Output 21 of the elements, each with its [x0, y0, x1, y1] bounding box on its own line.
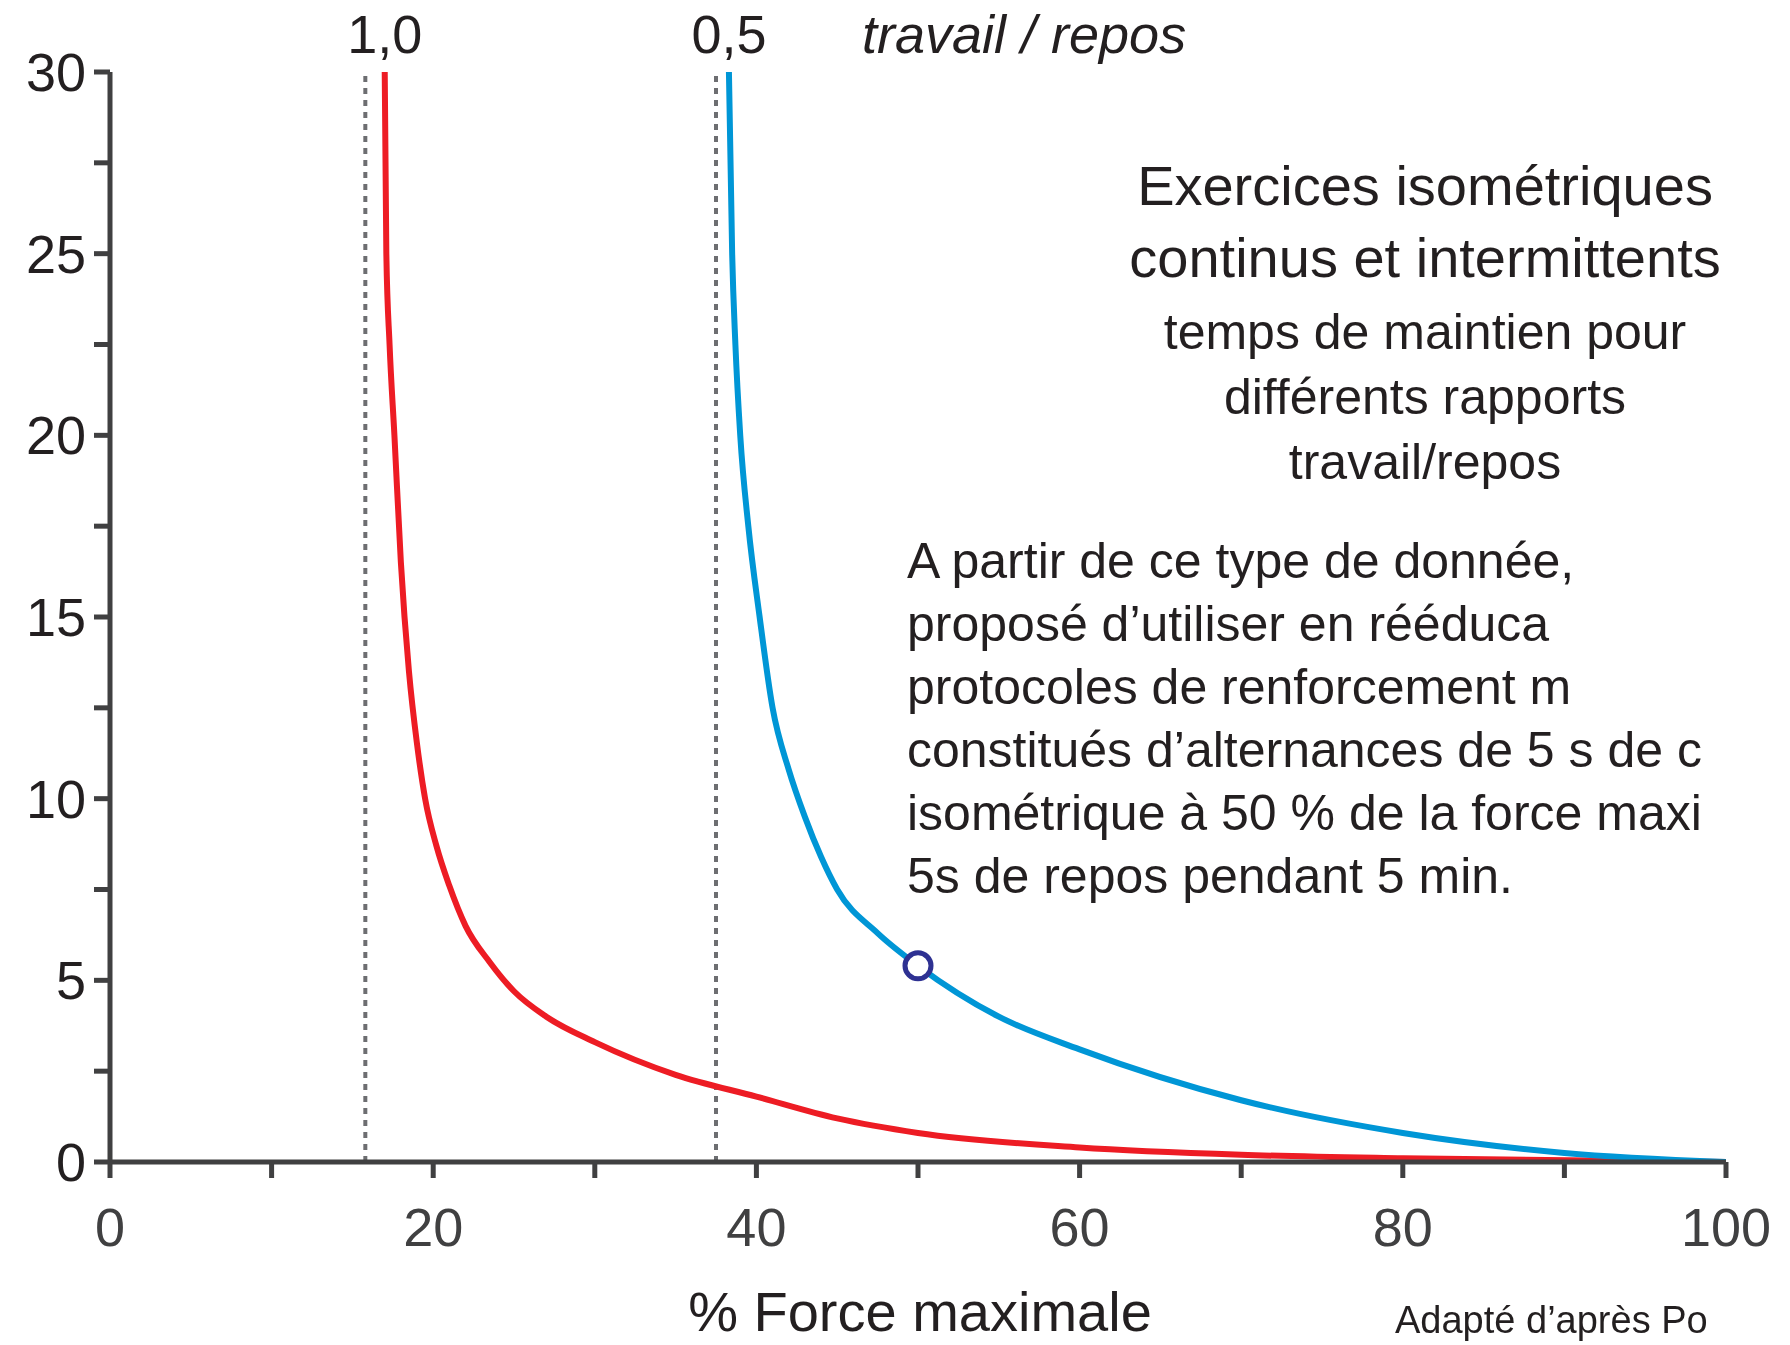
- y-tick-label: 10: [25, 768, 86, 829]
- x-tick-label: 100: [1680, 1197, 1772, 1257]
- x-tick-label: 40: [726, 1197, 787, 1257]
- text: Adapté d’après Po: [1395, 1298, 1708, 1342]
- text: travail / repos: [862, 3, 1187, 66]
- x-tick-label: 80: [1372, 1197, 1433, 1257]
- series-label: 0,5: [690, 3, 768, 66]
- x-axis-title: % Force maximale: [688, 1280, 1152, 1343]
- y-tick-label: 30: [25, 42, 86, 102]
- y-tick-label: 0: [55, 1132, 86, 1192]
- x-tick-label: 20: [403, 1197, 464, 1257]
- y-tick-label: 5: [55, 950, 86, 1011]
- annotation: A partir de ce type de donnée, proposé d’utiliser en rééduca protocoles de renforcement m constitués d’alternances de 5 s de c isométrique à 50 % de la force maxi 5s de repos pendant 5 min.: [907, 532, 1702, 906]
- series-label: 1,0: [346, 3, 424, 66]
- y-tick-label: 20: [25, 405, 86, 466]
- text: Exercices isométriques continus et intermittents: [1128, 153, 1722, 291]
- text: temps de maintien pour différents rapports travail/repos: [1162, 303, 1688, 492]
- y-tick-label: 15: [25, 587, 86, 647]
- x-tick-label: 60: [1049, 1197, 1110, 1257]
- x-tick-label: 0: [94, 1197, 126, 1257]
- y-tick-label: 25: [25, 223, 86, 284]
